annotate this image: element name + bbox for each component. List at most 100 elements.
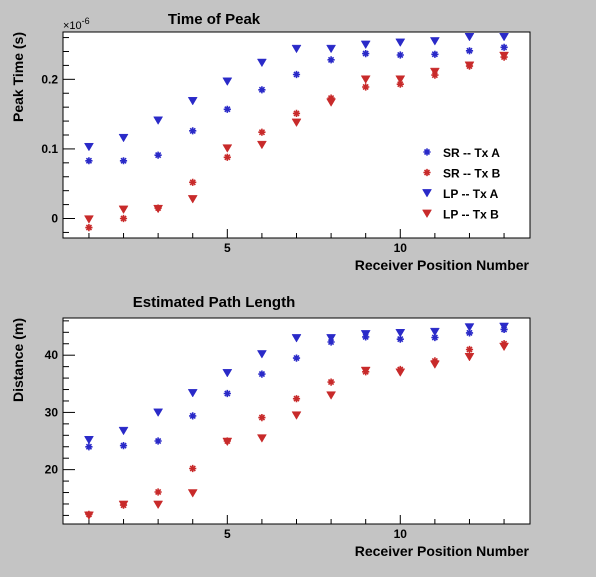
data-point	[291, 411, 302, 420]
data-point	[118, 205, 129, 215]
legend: SR -- Tx A SR -- Tx B LP -- Tx A LP -- Tx B	[422, 146, 501, 222]
y-axis-title: Distance (m)	[10, 318, 26, 402]
data-point	[84, 215, 94, 224]
data-point	[395, 368, 406, 377]
data-point	[465, 329, 474, 337]
data-point	[153, 204, 164, 214]
data-point	[396, 335, 404, 343]
data-point	[396, 51, 404, 59]
data-point	[499, 33, 509, 42]
data-point	[187, 389, 198, 398]
data-point	[256, 350, 267, 359]
data-point	[292, 70, 301, 79]
legend-label: LP -- Tx A	[443, 187, 499, 201]
data-point	[222, 144, 233, 153]
data-point	[395, 75, 406, 84]
y-tick-label: 0	[51, 212, 58, 226]
data-point	[291, 118, 302, 128]
data-point	[118, 133, 129, 143]
data-point	[326, 334, 337, 343]
data-point	[153, 408, 164, 417]
data-point	[429, 67, 440, 77]
data-point	[429, 327, 440, 337]
data-point	[326, 391, 337, 400]
data-point	[119, 214, 128, 223]
data-point	[292, 354, 301, 362]
x-axis-title: Receiver Position Number	[355, 543, 530, 559]
data-point	[187, 489, 198, 498]
data-point	[292, 395, 301, 403]
data-point	[189, 464, 197, 473]
data-point	[118, 426, 129, 436]
data-point	[292, 109, 301, 117]
data-point	[153, 116, 164, 125]
data-point	[187, 97, 198, 106]
data-point	[360, 330, 371, 339]
y-tick-label: 20	[45, 463, 59, 477]
data-point	[395, 38, 406, 47]
data-point	[360, 40, 371, 50]
data-point	[396, 80, 404, 88]
data-point	[465, 345, 474, 354]
data-point	[189, 412, 197, 420]
data-point	[464, 61, 475, 70]
data-point	[84, 142, 94, 152]
legend-label: LP -- Tx B	[443, 208, 499, 222]
data-point	[85, 224, 93, 232]
data-point	[464, 323, 475, 332]
data-point	[222, 437, 233, 447]
data-point	[119, 442, 128, 450]
data-point	[360, 75, 371, 84]
data-point	[258, 128, 266, 136]
x-axis-title: Receiver Position Number	[355, 257, 530, 273]
x-tick-label: 5	[224, 241, 231, 255]
data-point	[395, 329, 406, 338]
data-point	[327, 94, 335, 102]
plot-area	[62, 31, 531, 239]
data-point	[258, 414, 266, 422]
data-point	[362, 50, 370, 58]
data-point	[258, 370, 266, 378]
data-point	[499, 51, 509, 61]
data-point	[154, 488, 162, 496]
chart-title: Estimated Path Length	[133, 294, 296, 311]
y-tick-label: 0.1	[41, 142, 58, 156]
data-point	[258, 86, 266, 94]
data-point	[189, 178, 197, 186]
data-point	[84, 511, 94, 520]
y-tick-label: 30	[45, 405, 59, 419]
data-point	[189, 127, 197, 135]
y-tick-label: 40	[45, 348, 59, 362]
axis-ticks: 5 10 20 30 40	[45, 320, 505, 541]
data-point	[85, 157, 93, 165]
data-point	[256, 434, 267, 443]
data-point	[291, 44, 302, 54]
data-point	[327, 56, 335, 64]
data-point	[326, 44, 337, 54]
data-marks	[84, 322, 509, 520]
data-point	[256, 140, 267, 150]
time-of-peak-panel: Time of Peak Receiver Position Number Pe…	[10, 11, 531, 273]
legend-marker	[423, 168, 431, 177]
data-point	[431, 50, 439, 58]
data-point	[119, 157, 128, 165]
legend-label: SR -- Tx B	[443, 167, 501, 181]
path-length-panel: Estimated Path Length Receiver Position …	[10, 294, 531, 559]
data-point	[154, 151, 162, 159]
data-point	[360, 366, 371, 376]
data-point	[153, 500, 164, 510]
x-tick-label: 10	[394, 241, 408, 255]
y-axis-exponent: ×10-6	[63, 16, 90, 32]
y-tick-label: 0.2	[41, 72, 58, 86]
data-point	[187, 195, 198, 204]
y-axis-title: Peak Time (s)	[10, 32, 26, 122]
data-point	[464, 33, 475, 42]
data-point	[84, 436, 94, 445]
chart-title: Time of Peak	[168, 11, 261, 28]
y-exponent-base: ×10	[63, 20, 82, 32]
legend-marker	[422, 189, 432, 198]
data-point	[362, 83, 370, 91]
data-point	[223, 389, 231, 398]
data-point	[499, 322, 509, 332]
